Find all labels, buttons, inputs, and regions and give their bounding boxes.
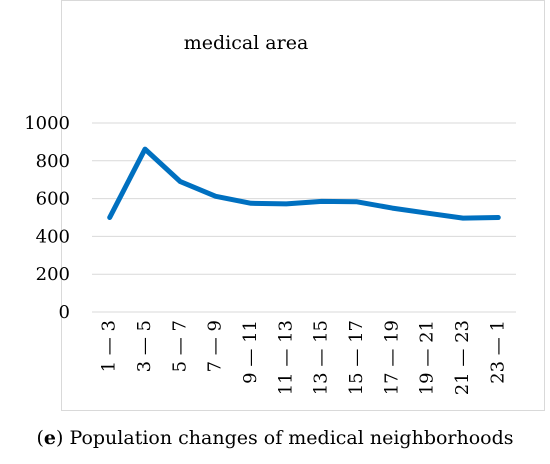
y-tick-label: 600 — [36, 189, 70, 210]
y-tick-label: 0 — [59, 302, 70, 323]
caption-text: Population changes of medical neighborho… — [69, 427, 514, 449]
x-tick-label: 1 — 3 — [99, 320, 120, 372]
x-tick-label: 5 — 7 — [169, 320, 190, 372]
chart-title: medical area — [184, 32, 309, 54]
chart-frame — [61, 0, 545, 411]
x-tick-label: 17 — 19 — [381, 320, 402, 395]
gridlines — [92, 122, 516, 313]
caption-label: e — [43, 427, 56, 449]
x-tick-label: 21 — 23 — [452, 320, 473, 395]
x-tick-label: 13 — 15 — [311, 320, 332, 395]
figure-caption: (e) Population changes of medical neighb… — [36, 427, 514, 449]
x-tick-label: 11 — 13 — [275, 320, 296, 395]
y-tick-label: 1000 — [24, 113, 70, 134]
x-tick-label: 15 — 17 — [346, 320, 367, 395]
x-tick-label: 23 — 1 — [487, 320, 508, 384]
series-layer — [107, 146, 501, 221]
series-line — [107, 146, 501, 221]
x-tick-labels: 1 — 3 3 — 5 5 — 7 7 — 9 9 — 11 11 — 13 13 — 15… — [99, 320, 509, 395]
x-tick-label: 9 — 11 — [240, 320, 261, 384]
y-tick-label: 400 — [36, 226, 70, 247]
y-tick-label: 800 — [36, 151, 70, 172]
y-tick-label: 200 — [36, 264, 70, 285]
x-tick-label: 3 — 5 — [134, 320, 155, 372]
y-tick-labels: 0 200 400 600 800 1000 — [24, 113, 70, 323]
x-tick-label: 7 — 9 — [205, 320, 226, 372]
x-tick-label: 19 — 21 — [417, 320, 438, 395]
